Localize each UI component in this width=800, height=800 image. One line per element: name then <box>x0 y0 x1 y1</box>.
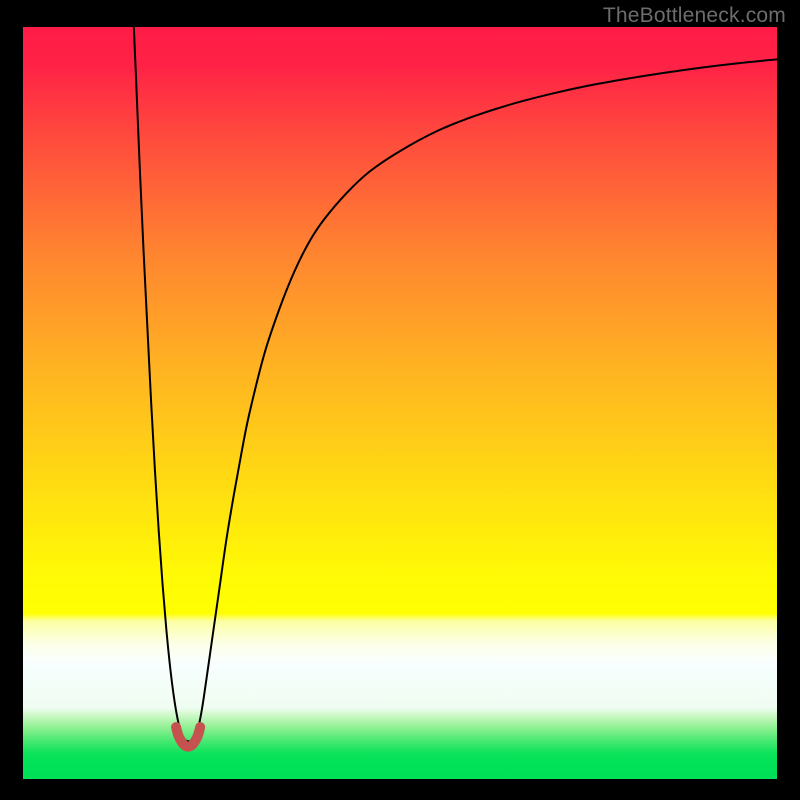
optimal-range-marker <box>176 727 200 747</box>
chart-plot-area <box>23 27 777 779</box>
chart-svg <box>23 27 777 779</box>
watermark-text: TheBottleneck.com <box>603 4 786 28</box>
bottleneck-curve <box>134 27 777 741</box>
